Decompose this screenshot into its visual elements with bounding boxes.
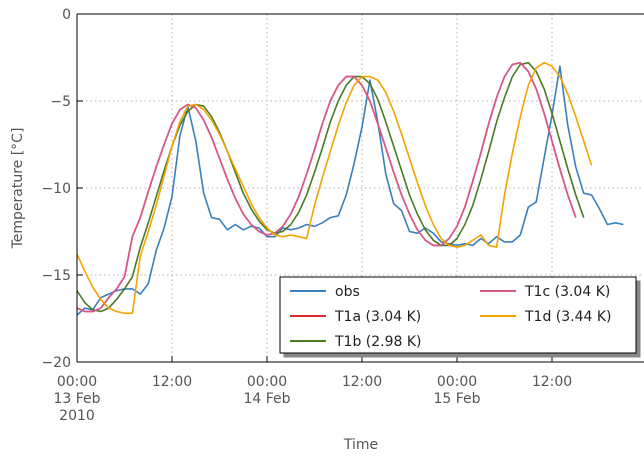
x-tick-label: 14 Feb <box>243 391 290 407</box>
y-tick-label: −15 <box>41 268 71 284</box>
series-line-2 <box>77 61 585 313</box>
y-tick-group: 0 −5 −10 −15 −20 <box>41 7 83 371</box>
legend: obs T1a (3.04 K) T1b (2.98 K) T1c (3.04 K) T… <box>279 276 637 354</box>
y-tick-label: −20 <box>41 355 71 371</box>
series-line-4 <box>77 61 593 315</box>
legend-label: obs <box>335 284 360 300</box>
series-line-0 <box>77 65 624 316</box>
x-tick-label: 2010 <box>59 408 95 424</box>
x-tick-label: 13 Feb <box>53 391 100 407</box>
y-tick-label: −5 <box>50 94 71 110</box>
y-tick-label: 0 <box>62 7 71 23</box>
x-tick-label: 12:00 <box>342 374 382 390</box>
grid-lines <box>77 14 644 362</box>
series-line-1 <box>77 61 577 313</box>
legend-label: T1d (3.44 K) <box>524 309 612 325</box>
x-axis-title: Time <box>343 437 378 453</box>
legend-label: T1a (3.04 K) <box>334 309 421 325</box>
legend-label: T1b (2.98 K) <box>334 334 422 350</box>
x-tick-label: 00:00 <box>57 374 97 390</box>
legend-box <box>279 276 637 354</box>
y-axis-title: Temperature [°C] <box>10 128 26 250</box>
x-tick-label: 12:00 <box>532 374 572 390</box>
legend-label: T1c (3.04 K) <box>524 284 610 300</box>
series-line-3 <box>77 61 577 313</box>
y-tick-label: −10 <box>41 181 71 197</box>
x-tick-label: 15 Feb <box>433 391 480 407</box>
x-tick-label: 00:00 <box>247 374 287 390</box>
x-tick-label: 00:00 <box>437 374 477 390</box>
x-tick-label: 12:00 <box>152 374 192 390</box>
series-group <box>77 61 624 316</box>
